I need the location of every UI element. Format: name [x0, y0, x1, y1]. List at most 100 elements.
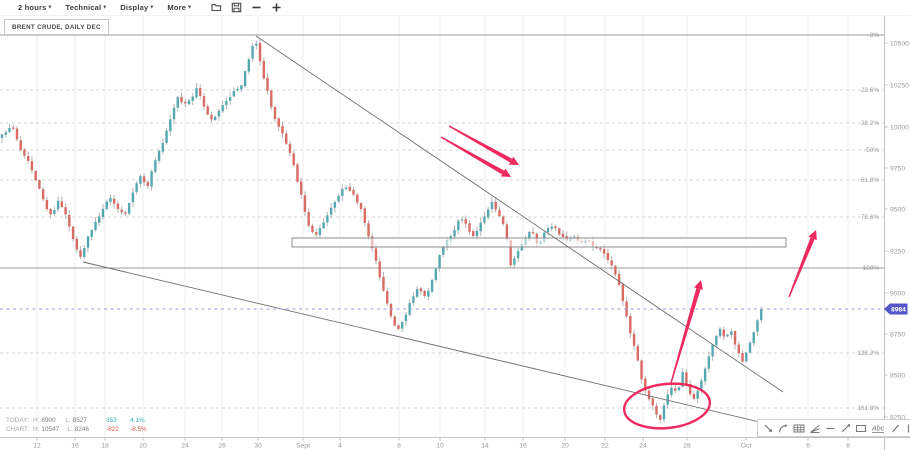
- svg-text:8: 8: [397, 443, 401, 450]
- technical-menu[interactable]: Technical ▾: [65, 3, 106, 12]
- svg-text:9000: 9000: [890, 290, 905, 297]
- today-low-value: 8527: [72, 417, 87, 424]
- chevron-down-icon: ▾: [188, 4, 192, 10]
- ray-icon[interactable]: [890, 423, 901, 434]
- trendline-icon[interactable]: [840, 423, 851, 434]
- fib-grid-icon[interactable]: [793, 423, 805, 434]
- arrow-annotation-head: [508, 156, 519, 165]
- chart-change-pct: -8.5%: [130, 425, 147, 433]
- fib-level-label: 61.8%: [861, 177, 879, 184]
- axes: [0, 16, 910, 450]
- chart-stats-row: CHART: H: 10547 L: 8246 -822 -8.5%: [6, 426, 147, 435]
- fib-level-label: 50%: [866, 147, 879, 154]
- today-label: TODAY:: [6, 417, 29, 424]
- open-folder-icon[interactable]: [211, 2, 222, 13]
- more-menu[interactable]: More ▾: [167, 3, 191, 12]
- svg-text:30: 30: [254, 443, 262, 450]
- more-menu-label: More: [167, 3, 187, 12]
- arrow-annotation: [448, 125, 513, 163]
- fib-retracement[interactable]: 0% 23.6% 38.2% 50% 61.8% 78.6% 100% 138.2% 161.8…: [0, 32, 884, 412]
- arrow-annotation: [788, 237, 815, 298]
- low-label: L:: [65, 417, 71, 424]
- last-price-badge: 8984: [884, 303, 908, 315]
- arrow-annotation-head: [500, 168, 511, 177]
- zoom-out-icon[interactable]: [251, 2, 262, 13]
- horizontal-line-icon[interactable]: [825, 423, 836, 434]
- svg-text:8750: 8750: [890, 331, 905, 338]
- chart-high-value: 10547: [41, 425, 60, 433]
- chart-change-value: -822: [105, 425, 119, 433]
- chevron-down-icon: ▾: [103, 4, 107, 10]
- svg-text:24: 24: [639, 443, 647, 450]
- svg-text:9500: 9500: [890, 206, 905, 213]
- svg-text:8250: 8250: [890, 414, 905, 421]
- ohlc-stats: TODAY: H: 8900 L: 8527 353 4.1% CHART: H…: [6, 417, 147, 434]
- today-change-pct: 4.1%: [130, 417, 145, 424]
- candles: [0, 39, 763, 424]
- svg-text:20: 20: [561, 443, 569, 450]
- symbol-label: BRENT CRUDE, DAILY DEC: [4, 19, 109, 35]
- today-stats-row: TODAY: H: 8900 L: 8527 353 4.1%: [6, 417, 147, 426]
- timeframe-menu[interactable]: 2 hours ▾: [18, 3, 51, 12]
- chevron-down-icon: ▾: [48, 4, 52, 10]
- svg-text:20: 20: [139, 443, 147, 450]
- svg-text:6: 6: [806, 443, 810, 450]
- svg-text:12: 12: [33, 443, 41, 450]
- drawing-toolbar: Abc: [757, 419, 910, 437]
- svg-text:8: 8: [846, 443, 850, 450]
- arrow-annotation-head: [694, 280, 703, 290]
- svg-text:10250: 10250: [890, 82, 909, 89]
- svg-text:14: 14: [481, 443, 489, 450]
- high-label: H:: [33, 417, 40, 424]
- rectangle-icon[interactable]: [855, 423, 867, 434]
- chart-label: CHART:: [6, 425, 29, 433]
- toolbar-icon-group: [211, 2, 282, 13]
- svg-text:8984: 8984: [891, 306, 906, 313]
- fib-level-label: 138.2%: [857, 350, 879, 357]
- trend-fan-icon[interactable]: [809, 423, 821, 434]
- low-label: L:: [67, 425, 73, 433]
- svg-text:26: 26: [218, 443, 226, 450]
- chevron-down-icon: ▾: [150, 4, 154, 10]
- svg-text:8500: 8500: [890, 372, 905, 379]
- svg-text:22: 22: [601, 443, 609, 450]
- pink-annotations[interactable]: [440, 125, 817, 432]
- display-menu[interactable]: Display ▾: [120, 3, 153, 12]
- top-toolbar: 2 hours ▾ Technical ▾ Display ▾ More ▾: [0, 0, 910, 16]
- price-axis[interactable]: 10500 10250 10000 9750 9500 9250 9000 8750 8500 8…: [884, 40, 909, 421]
- arrow-annotation-head: [808, 230, 817, 241]
- time-axis[interactable]: 12 16 18 20 24 26 30 Sept 4 8 10 14 16 20 22 24 28 Oct 6 8: [33, 437, 850, 450]
- arrow-annotation: [670, 288, 701, 384]
- today-high-value: 8900: [41, 417, 56, 424]
- fib-level-label: 161.8%: [857, 405, 879, 412]
- arc-arrow-icon[interactable]: [778, 423, 789, 434]
- svg-text:Abc: Abc: [871, 425, 885, 432]
- technical-menu-label: Technical: [65, 3, 102, 12]
- svg-text:16: 16: [519, 443, 527, 450]
- trendlines[interactable]: [82, 35, 807, 434]
- zoom-in-icon[interactable]: [271, 2, 282, 13]
- svg-text:9750: 9750: [890, 165, 905, 172]
- timeframe-menu-label: 2 hours: [18, 3, 47, 12]
- fib-level-label: 23.6%: [861, 87, 879, 94]
- grid-lines: [36, 17, 849, 436]
- high-label: H:: [33, 425, 40, 433]
- svg-text:24: 24: [181, 443, 189, 450]
- svg-text:10000: 10000: [890, 124, 909, 131]
- text-label-icon[interactable]: Abc: [871, 423, 886, 434]
- svg-text:10500: 10500: [890, 40, 909, 47]
- svg-text:28: 28: [683, 443, 691, 450]
- pointer-icon[interactable]: [763, 423, 774, 434]
- svg-text:16: 16: [71, 443, 79, 450]
- save-icon[interactable]: [231, 2, 242, 13]
- fib-level-label: 0%: [870, 32, 880, 39]
- svg-text:10: 10: [436, 443, 444, 450]
- svg-text:4: 4: [338, 443, 342, 450]
- arrow-annotation: [440, 136, 505, 175]
- fib-level-label: 78.6%: [861, 214, 879, 221]
- range-box-annotation[interactable]: [291, 237, 787, 248]
- svg-text:Oct: Oct: [741, 443, 752, 450]
- vertical-line-icon[interactable]: [905, 423, 910, 434]
